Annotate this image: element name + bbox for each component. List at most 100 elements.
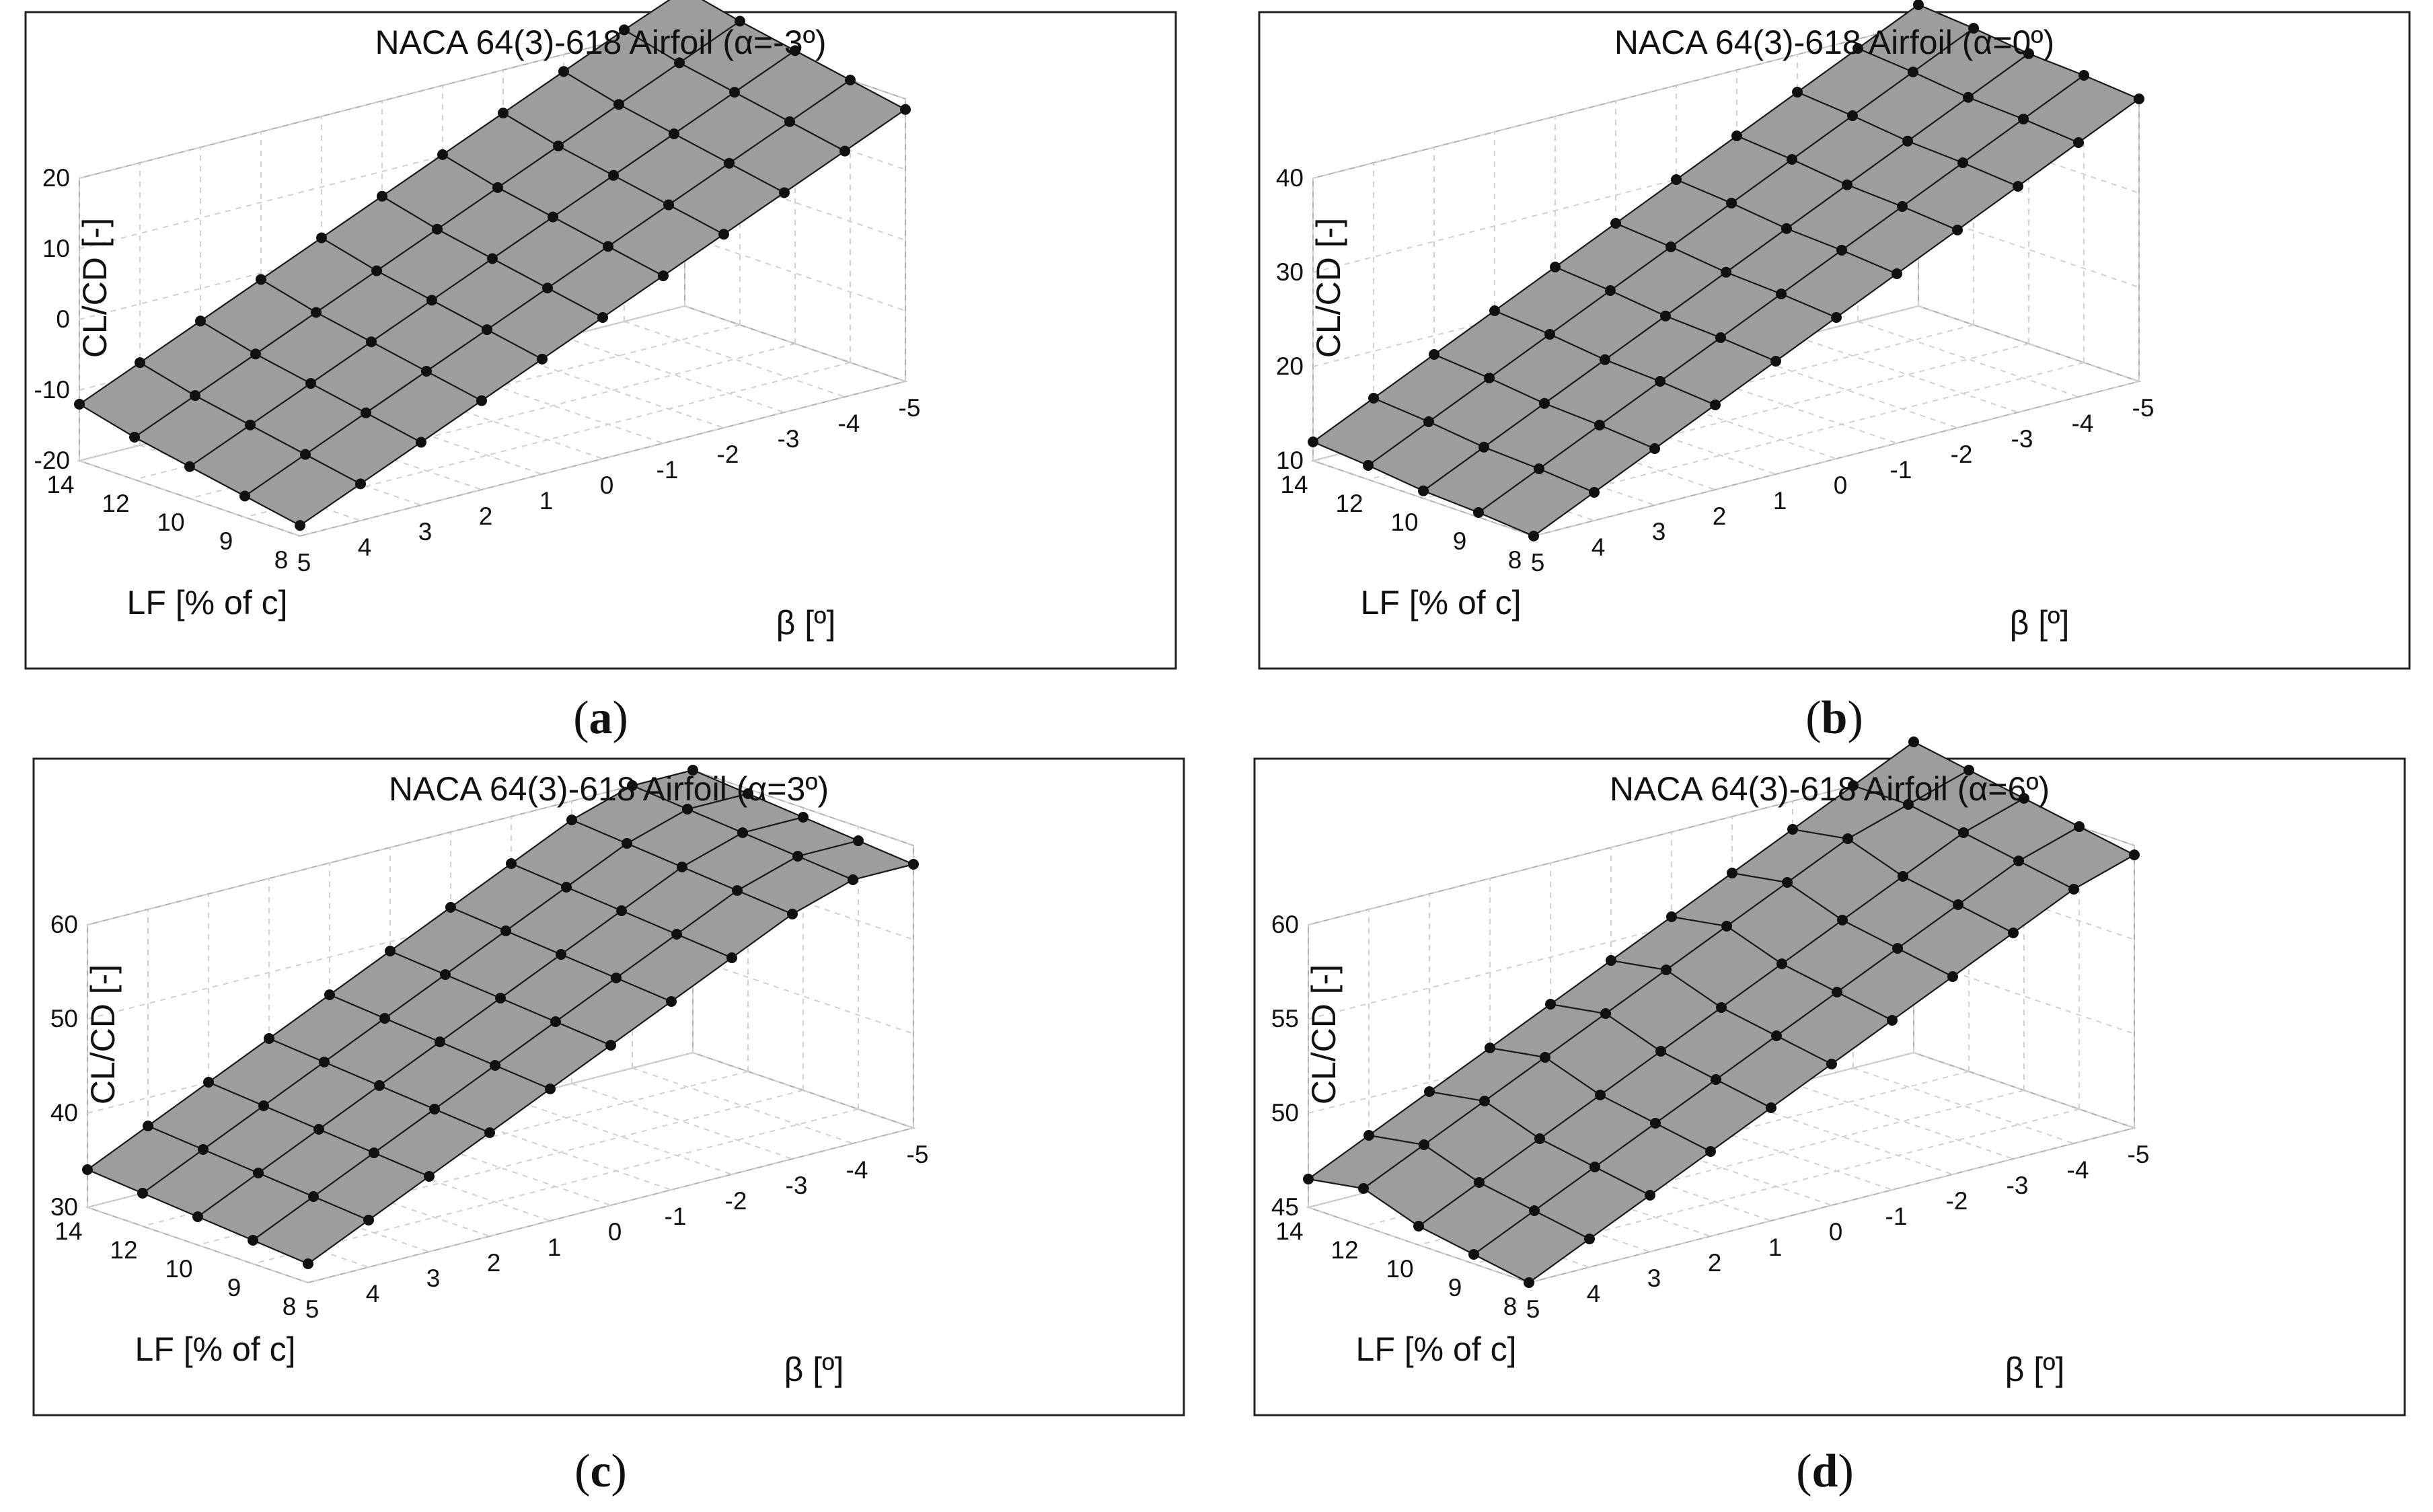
data-point (2008, 928, 2019, 938)
floor-grid-line (1736, 352, 1958, 428)
data-point (1968, 23, 1979, 34)
y-tick-label: 1 (539, 487, 554, 515)
data-point (2074, 821, 2085, 832)
data-point (316, 232, 327, 243)
data-point (1715, 332, 1726, 343)
data-point (682, 804, 693, 815)
data-point (1897, 201, 1908, 212)
data-point (1363, 1130, 1374, 1141)
caption-d: (d) (1796, 1445, 1854, 1497)
data-point (258, 1100, 269, 1111)
data-point (545, 1084, 556, 1094)
data-point (1605, 285, 1616, 296)
data-point (1902, 135, 1913, 147)
data-point (1540, 1052, 1550, 1063)
x-tick-label: 10 (1390, 508, 1418, 536)
y-tick-label: -1 (1885, 1203, 1908, 1230)
y-tick-label: 4 (366, 1280, 380, 1308)
data-point (1610, 218, 1621, 229)
data-point (779, 187, 790, 198)
y-tick-label: 5 (1526, 1295, 1540, 1323)
point-layer (1308, 0, 2144, 541)
y-tick-label: -1 (1890, 456, 1912, 484)
data-point (900, 104, 911, 115)
z-tick-label: 45 (1271, 1193, 1299, 1221)
data-point (1666, 911, 1677, 922)
floor-grid-line (571, 1083, 793, 1160)
y-tick-label: 2 (1708, 1249, 1722, 1277)
data-point (426, 295, 437, 306)
data-point (1655, 376, 1665, 387)
z-axis-label: CL/CD [-] (84, 965, 122, 1104)
data-point (1831, 312, 1842, 323)
data-point (1832, 987, 1842, 997)
caption-d-letter: d (1812, 1445, 1838, 1497)
data-point (135, 357, 145, 369)
data-point (484, 1127, 495, 1138)
data-point (718, 229, 729, 240)
data-point (1782, 877, 1793, 888)
y-tick-label: -2 (1951, 441, 1973, 468)
data-point (1787, 154, 1797, 165)
y-tick-label: 5 (305, 1295, 320, 1323)
floor-grid-line (87, 1207, 309, 1283)
x-tick-label: 10 (165, 1255, 192, 1283)
data-point (1852, 43, 1863, 54)
floor-grid-line (1550, 1145, 1772, 1221)
data-point (550, 1016, 561, 1027)
data-point (2019, 793, 2029, 804)
data-point (658, 270, 669, 282)
data-point (558, 66, 569, 77)
data-point (1731, 130, 1742, 141)
data-point (1484, 373, 1495, 383)
y-axis-label: β [º] (2010, 604, 2070, 642)
data-point (1726, 198, 1737, 209)
data-point (498, 108, 509, 119)
data-point (482, 324, 492, 336)
z-tick-label: 30 (1276, 258, 1304, 286)
floor-grid-line (389, 1129, 611, 1206)
data-point (1473, 507, 1484, 518)
data-point (603, 241, 613, 252)
data-point (729, 87, 740, 98)
data-point (137, 1188, 148, 1199)
data-point (1595, 1090, 1606, 1100)
data-point (506, 858, 517, 869)
data-point (566, 815, 577, 825)
z-tick-label: 50 (1271, 1099, 1299, 1127)
data-point (1429, 349, 1439, 360)
data-point (1368, 393, 1379, 404)
x-tick-label: 14 (46, 471, 74, 498)
y-tick-label: -5 (2128, 1141, 2150, 1168)
data-point (305, 378, 316, 389)
z-tick-label: 10 (42, 235, 70, 262)
y-tick-label: -4 (2072, 410, 2094, 437)
data-point (366, 336, 377, 348)
y-tick-label: 0 (1829, 1218, 1843, 1246)
data-point (1524, 1277, 1534, 1288)
caption-b-letter: b (1822, 692, 1848, 744)
floor-grid-line (1797, 336, 2019, 413)
data-point (853, 835, 864, 846)
data-point (192, 1211, 203, 1222)
data-point (1908, 67, 1918, 77)
data-point (848, 874, 858, 885)
data-point (363, 1215, 374, 1225)
data-point (1589, 1162, 1600, 1172)
chart-title: NACA 64(3)-618 Airfoil (α=-3º) (375, 24, 826, 61)
y-tick-label: 5 (297, 549, 311, 576)
floor-grid-line (1489, 1160, 1711, 1237)
z-tick-label: -20 (34, 447, 70, 474)
floor-grid-line (268, 1160, 490, 1237)
data-point (1544, 329, 1555, 340)
data-point (2018, 114, 2029, 124)
floor-grid-line (321, 398, 543, 475)
data-point (1847, 110, 1858, 121)
data-point (385, 946, 396, 956)
y-tick-label: -3 (2007, 1172, 2029, 1199)
floor-grid-line (260, 414, 482, 490)
data-point (663, 199, 674, 211)
floor-grid-line (1610, 1129, 1832, 1206)
